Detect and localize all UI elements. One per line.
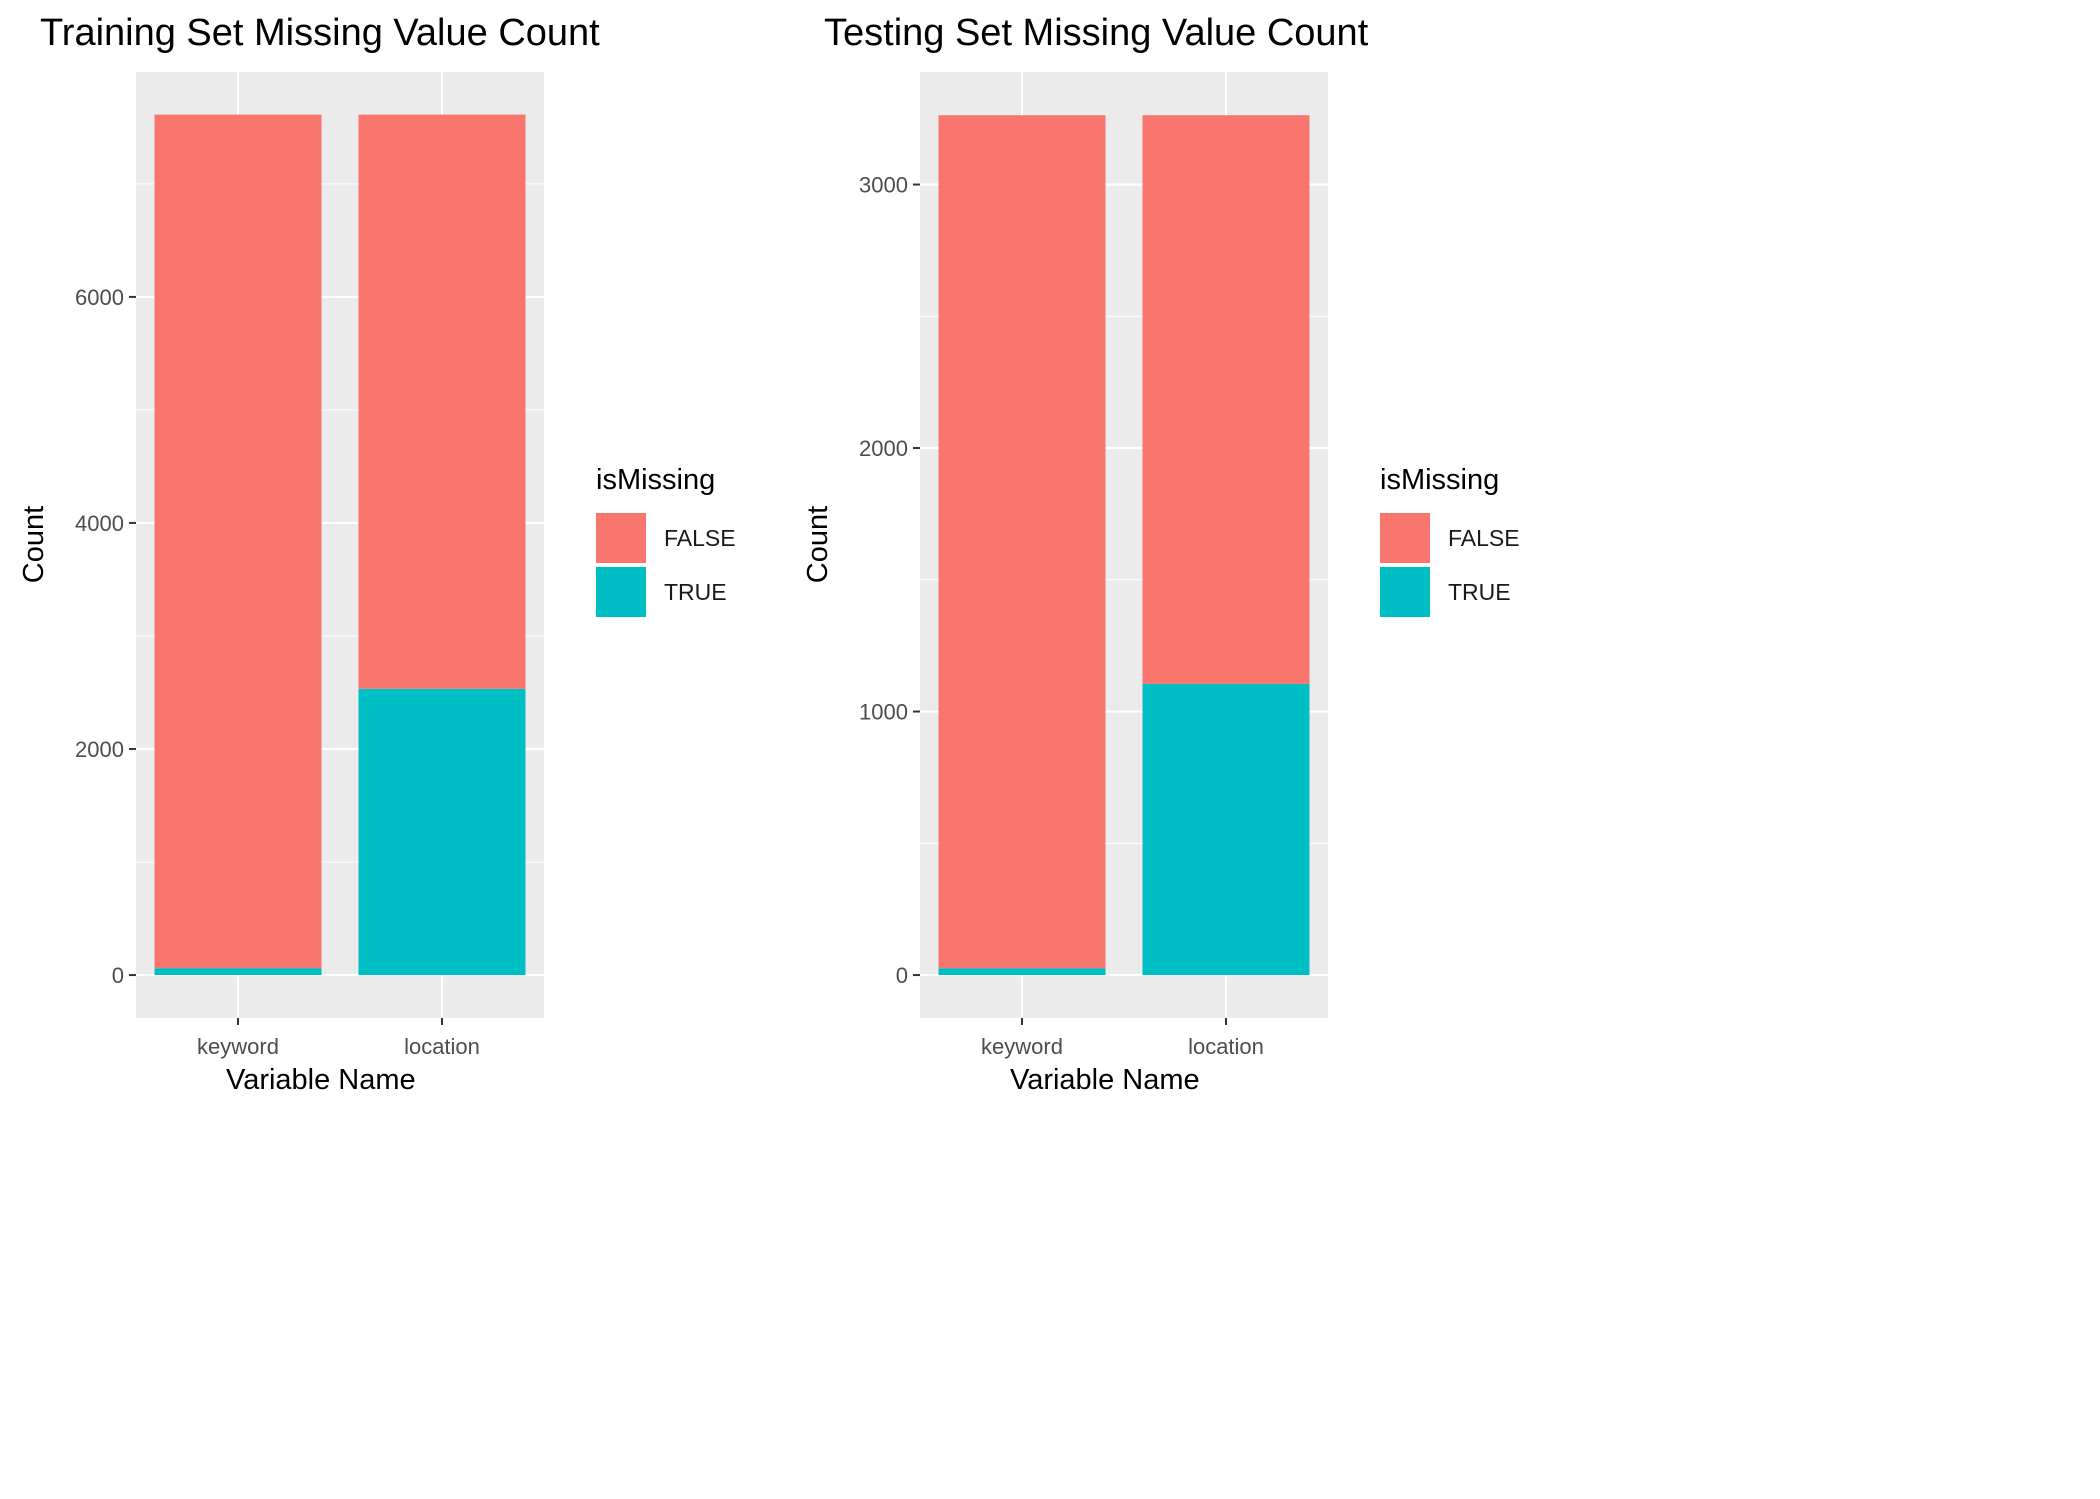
legend-item-false: FALSE (596, 511, 736, 565)
legend-swatch-true (596, 567, 646, 617)
y-tick-label: 3000 (859, 173, 908, 198)
bar-keyword-true (154, 968, 322, 976)
chart-title: Testing Set Missing Value Count (824, 12, 1369, 54)
legend-swatch-true (1380, 567, 1430, 617)
y-tick-label: 0 (896, 963, 908, 988)
testing-chart-plot: 0 1000 2000 3000 keyword location (859, 72, 1328, 1059)
legend: isMissing FALSE TRUE (1380, 464, 1520, 619)
x-tick-label: location (404, 1034, 480, 1059)
bar-location-false (1142, 115, 1310, 684)
legend-title: isMissing (1380, 464, 1500, 496)
legend-label-false: FALSE (664, 524, 736, 551)
bar-location-true (1142, 683, 1310, 976)
bar-location-true (358, 688, 526, 976)
bar-keyword-false (154, 114, 322, 969)
legend-title: isMissing (596, 464, 716, 496)
training-chart-panel: Training Set Missing Value Count 0 2000 40… (0, 0, 784, 1108)
x-tick-label: location (1188, 1034, 1264, 1059)
x-tick-label: keyword (981, 1034, 1063, 1059)
bar-keyword-true (938, 968, 1106, 976)
legend-swatch-false (1380, 513, 1430, 563)
bar-keyword-false (938, 115, 1106, 969)
y-axis-label: Count (802, 505, 835, 584)
testing-chart-panel: Testing Set Missing Value Count 0 1000 200… (784, 0, 1568, 1108)
x-tick-label: keyword (197, 1034, 279, 1059)
legend-label-true: TRUE (1448, 578, 1511, 605)
training-chart-plot: 0 2000 4000 6000 keyword location (75, 72, 544, 1059)
y-tick-label: 6000 (75, 285, 124, 310)
x-axis-label: Variable Name (1010, 1064, 1200, 1096)
y-tick-label: 2000 (859, 436, 908, 461)
legend-item-true: TRUE (1380, 565, 1520, 619)
legend-item-true: TRUE (596, 565, 736, 619)
bar-location-false (358, 114, 526, 689)
legend-label-false: FALSE (1448, 524, 1520, 551)
x-axis-label: Variable Name (226, 1064, 416, 1096)
legend-item-false: FALSE (1380, 511, 1520, 565)
y-axis-label: Count (18, 505, 51, 584)
y-tick-label: 4000 (75, 511, 124, 536)
legend: isMissing FALSE TRUE (596, 464, 736, 619)
y-tick-label: 0 (112, 963, 124, 988)
legend-swatch-false (596, 513, 646, 563)
chart-title: Training Set Missing Value Count (40, 12, 600, 54)
legend-label-true: TRUE (664, 578, 727, 605)
y-tick-label: 1000 (859, 700, 908, 725)
y-tick-label: 2000 (75, 737, 124, 762)
